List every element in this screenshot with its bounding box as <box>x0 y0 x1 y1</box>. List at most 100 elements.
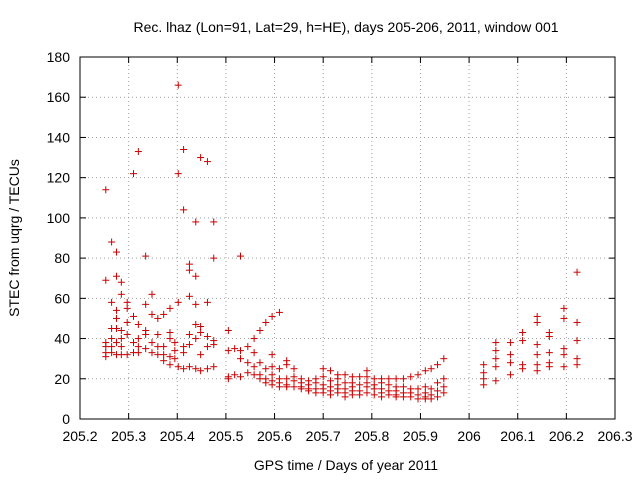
data-point <box>290 365 298 373</box>
data-point <box>573 268 581 276</box>
data-point <box>117 327 125 335</box>
data-point <box>134 343 142 351</box>
data-point <box>108 238 116 246</box>
data-point <box>174 81 182 89</box>
data-point <box>506 339 514 347</box>
data-point <box>533 318 541 326</box>
data-point <box>160 343 168 351</box>
data-point <box>210 341 218 349</box>
data-point <box>250 335 258 343</box>
data-point <box>185 331 193 339</box>
data-point <box>117 335 125 343</box>
data-point <box>171 339 179 347</box>
data-point <box>174 363 182 371</box>
data-point <box>197 329 205 337</box>
data-point <box>210 254 218 262</box>
data-point <box>166 335 174 343</box>
data-point <box>312 379 320 387</box>
data-point <box>363 367 371 375</box>
data-point <box>427 385 435 393</box>
data-point <box>117 290 125 298</box>
data-point <box>102 276 110 284</box>
data-point <box>142 345 150 353</box>
x-tick-label: 205.8 <box>354 428 389 444</box>
data-point <box>244 369 252 377</box>
data-point <box>237 355 244 363</box>
data-point <box>231 371 239 379</box>
data-point <box>385 375 393 383</box>
data-point <box>573 337 581 345</box>
data-point <box>519 365 527 373</box>
x-tick-label: 205.7 <box>306 428 341 444</box>
data-point <box>363 389 371 397</box>
data-point <box>480 361 488 369</box>
data-point <box>356 381 364 389</box>
data-point <box>154 351 162 359</box>
data-point <box>166 304 174 312</box>
data-point <box>414 395 422 403</box>
data-point <box>399 383 407 391</box>
data-point <box>102 353 110 361</box>
data-point <box>171 347 179 355</box>
data-point <box>290 383 298 391</box>
data-point <box>154 331 162 339</box>
data-point <box>148 339 156 347</box>
data-point <box>560 351 568 359</box>
data-point <box>268 381 276 389</box>
data-point <box>192 300 200 308</box>
data-point <box>256 359 264 367</box>
data-point <box>560 314 568 322</box>
data-point <box>185 363 193 371</box>
data-point <box>117 343 125 351</box>
data-point <box>203 158 211 166</box>
grid-layer <box>80 57 615 419</box>
data-point <box>433 387 441 395</box>
y-tick-label: 40 <box>54 331 70 347</box>
data-point <box>573 361 581 369</box>
data-point <box>180 206 188 214</box>
x-tick-label: 205.3 <box>111 428 146 444</box>
data-point <box>117 278 125 286</box>
data-point <box>370 385 378 393</box>
data-point <box>533 367 541 375</box>
data-point <box>130 312 137 320</box>
data-point <box>166 353 174 361</box>
data-point <box>185 260 193 268</box>
data-point <box>130 339 137 347</box>
data-point <box>123 351 131 359</box>
x-tick-label: 206.1 <box>500 428 535 444</box>
data-point <box>363 383 371 391</box>
data-point <box>283 375 291 383</box>
data-point <box>123 331 131 339</box>
data-point <box>326 377 334 385</box>
data-point <box>560 345 568 353</box>
data-point <box>378 393 386 401</box>
data-point <box>174 298 182 306</box>
data-point <box>334 389 342 397</box>
data-point <box>427 365 435 373</box>
data-point <box>197 351 205 359</box>
data-point <box>545 363 553 371</box>
data-point <box>275 308 283 316</box>
data-point <box>560 363 568 371</box>
data-point <box>102 186 110 194</box>
data-point <box>134 320 142 328</box>
data-point <box>407 393 415 401</box>
data-point <box>378 379 386 387</box>
data-point <box>268 312 276 320</box>
data-point <box>545 349 553 357</box>
data-point <box>290 377 298 385</box>
data-point <box>268 371 276 379</box>
data-point <box>112 248 120 256</box>
data-point <box>130 170 137 178</box>
data-point <box>174 170 182 178</box>
data-point <box>407 373 415 381</box>
data-point <box>108 298 116 306</box>
data-point <box>197 154 205 162</box>
data-point <box>192 272 200 280</box>
data-point <box>160 310 168 318</box>
chart-title: Rec. lhaz (Lon=91, Lat=29, h=HE), days 2… <box>133 19 558 35</box>
x-tick-label: 205.2 <box>62 428 97 444</box>
data-point <box>224 347 232 355</box>
